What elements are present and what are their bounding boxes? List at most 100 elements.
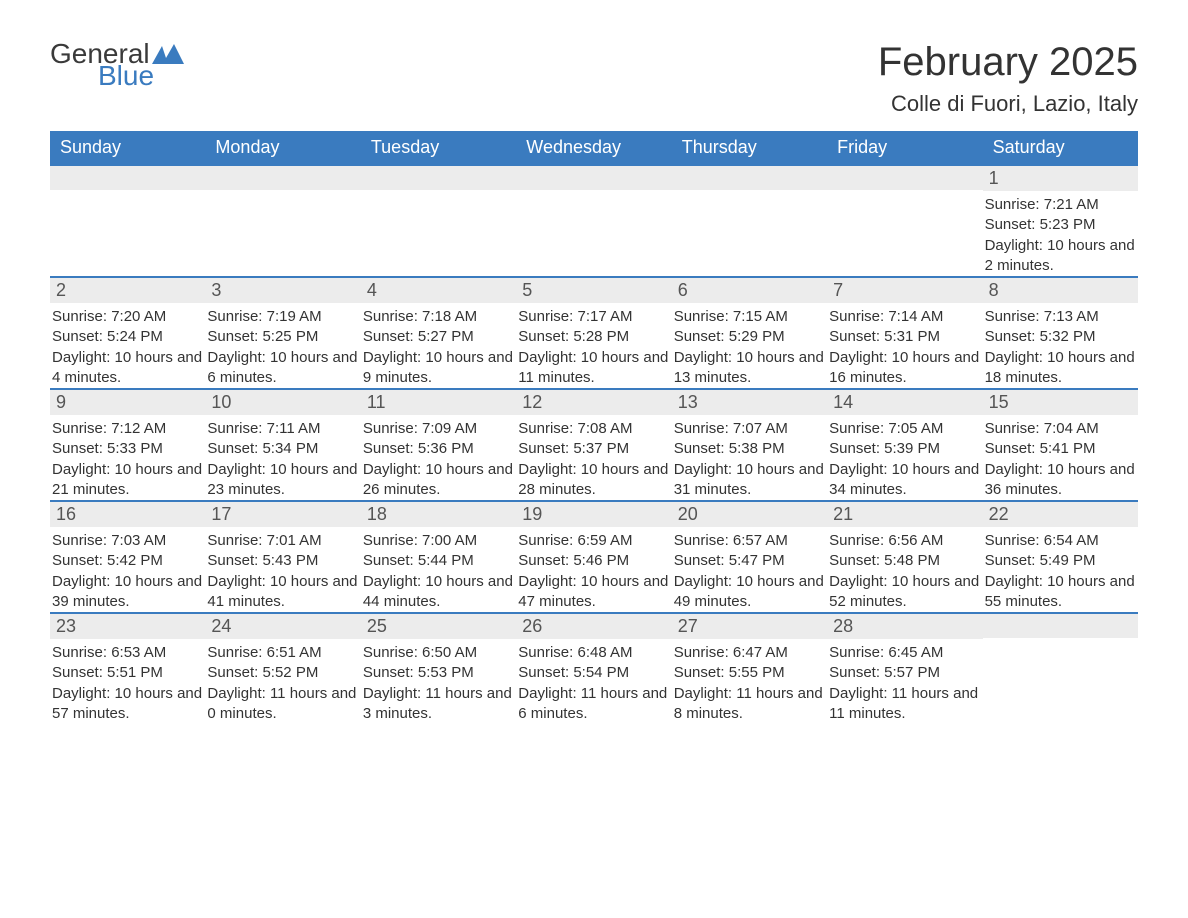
day-number: 25 bbox=[361, 612, 516, 639]
sunrise-line: Sunrise: 6:45 AM bbox=[829, 643, 980, 663]
calendar-cell: 18Sunrise: 7:00 AMSunset: 5:44 PMDayligh… bbox=[361, 500, 516, 612]
day-number: 21 bbox=[827, 500, 982, 527]
calendar-cell: 25Sunrise: 6:50 AMSunset: 5:53 PMDayligh… bbox=[361, 612, 516, 724]
day-number: 12 bbox=[516, 388, 671, 415]
sunset-line: Sunset: 5:48 PM bbox=[829, 551, 980, 571]
daylight-line: Daylight: 10 hours and 6 minutes. bbox=[207, 348, 358, 389]
sunset-line: Sunset: 5:33 PM bbox=[52, 439, 203, 459]
daylight-line: Daylight: 10 hours and 57 minutes. bbox=[52, 684, 203, 725]
sunrise-line: Sunrise: 7:04 AM bbox=[985, 419, 1136, 439]
sunrise-line: Sunrise: 6:50 AM bbox=[363, 643, 514, 663]
sunrise-line: Sunrise: 7:18 AM bbox=[363, 307, 514, 327]
calendar-cell bbox=[827, 164, 982, 276]
sunset-line: Sunset: 5:37 PM bbox=[518, 439, 669, 459]
sunset-line: Sunset: 5:31 PM bbox=[829, 327, 980, 347]
sunrise-line: Sunrise: 7:07 AM bbox=[674, 419, 825, 439]
day-number: 7 bbox=[827, 276, 982, 303]
daylight-line: Daylight: 10 hours and 39 minutes. bbox=[52, 572, 203, 613]
day-number: 28 bbox=[827, 612, 982, 639]
day-info: Sunrise: 7:07 AMSunset: 5:38 PMDaylight:… bbox=[672, 419, 827, 500]
sunset-line: Sunset: 5:53 PM bbox=[363, 663, 514, 683]
day-number: 1 bbox=[983, 164, 1138, 191]
calendar-cell: 22 Sunrise: 6:54 AMSunset: 5:49 PMDayligh… bbox=[983, 500, 1138, 612]
day-number bbox=[205, 164, 360, 190]
calendar-cell: 24Sunrise: 6:51 AMSunset: 5:52 PMDayligh… bbox=[205, 612, 360, 724]
sunset-line: Sunset: 5:42 PM bbox=[52, 551, 203, 571]
day-number: 14 bbox=[827, 388, 982, 415]
sunrise-line: Sunrise: 7:09 AM bbox=[363, 419, 514, 439]
sunset-line: Sunset: 5:38 PM bbox=[674, 439, 825, 459]
sunrise-line: Sunrise: 7:13 AM bbox=[985, 307, 1136, 327]
calendar-cell: 19Sunrise: 6:59 AMSunset: 5:46 PMDayligh… bbox=[516, 500, 671, 612]
daylight-line: Daylight: 10 hours and 4 minutes. bbox=[52, 348, 203, 389]
daylight-line: Daylight: 10 hours and 9 minutes. bbox=[363, 348, 514, 389]
sunset-line: Sunset: 5:47 PM bbox=[674, 551, 825, 571]
sunset-line: Sunset: 5:46 PM bbox=[518, 551, 669, 571]
sunrise-line: Sunrise: 7:20 AM bbox=[52, 307, 203, 327]
calendar-cell: 20 Sunrise: 6:57 AMSunset: 5:47 PMDayligh… bbox=[672, 500, 827, 612]
sunrise-line: Sunrise: 6:54 AM bbox=[985, 531, 1136, 551]
day-info: Sunrise: 6:53 AMSunset: 5:51 PMDaylight:… bbox=[50, 643, 205, 724]
day-number: 2 bbox=[50, 276, 205, 303]
sunset-line: Sunset: 5:54 PM bbox=[518, 663, 669, 683]
calendar-cell: 26Sunrise: 6:48 AMSunset: 5:54 PMDayligh… bbox=[516, 612, 671, 724]
sunset-line: Sunset: 5:49 PM bbox=[985, 551, 1136, 571]
brand-logo: General Blue bbox=[50, 40, 184, 90]
calendar-cell: 4 Sunrise: 7:18 AMSunset: 5:27 PMDaylight… bbox=[361, 276, 516, 388]
day-info: Sunrise: 7:12 AMSunset: 5:33 PMDaylight:… bbox=[50, 419, 205, 500]
day-number: 10 bbox=[205, 388, 360, 415]
sunrise-line: Sunrise: 7:01 AM bbox=[207, 531, 358, 551]
daylight-line: Daylight: 10 hours and 44 minutes. bbox=[363, 572, 514, 613]
sunrise-line: Sunrise: 7:05 AM bbox=[829, 419, 980, 439]
sunrise-line: Sunrise: 6:59 AM bbox=[518, 531, 669, 551]
calendar-cell: 21 Sunrise: 6:56 AMSunset: 5:48 PMDayligh… bbox=[827, 500, 982, 612]
calendar-cell: 17Sunrise: 7:01 AMSunset: 5:43 PMDayligh… bbox=[205, 500, 360, 612]
day-info: Sunrise: 6:57 AMSunset: 5:47 PMDaylight:… bbox=[672, 531, 827, 612]
day-info: Sunrise: 7:09 AMSunset: 5:36 PMDaylight:… bbox=[361, 419, 516, 500]
sunrise-line: Sunrise: 6:47 AM bbox=[674, 643, 825, 663]
daylight-line: Daylight: 10 hours and 34 minutes. bbox=[829, 460, 980, 501]
calendar-cell: 8Sunrise: 7:13 AMSunset: 5:32 PMDaylight… bbox=[983, 276, 1138, 388]
sunset-line: Sunset: 5:27 PM bbox=[363, 327, 514, 347]
day-info: Sunrise: 7:21 AMSunset: 5:23 PMDaylight:… bbox=[983, 195, 1138, 276]
day-number bbox=[983, 612, 1138, 638]
dayheader-sunday: Sunday bbox=[50, 131, 205, 164]
day-number: 22 bbox=[983, 500, 1138, 527]
day-info: Sunrise: 7:19 AMSunset: 5:25 PMDaylight:… bbox=[205, 307, 360, 388]
daylight-line: Daylight: 10 hours and 2 minutes. bbox=[985, 236, 1136, 277]
daylight-line: Daylight: 10 hours and 55 minutes. bbox=[985, 572, 1136, 613]
sunrise-line: Sunrise: 7:12 AM bbox=[52, 419, 203, 439]
calendar-cell: 28Sunrise: 6:45 AMSunset: 5:57 PMDayligh… bbox=[827, 612, 982, 724]
sunrise-line: Sunrise: 6:53 AM bbox=[52, 643, 203, 663]
sunrise-line: Sunrise: 7:08 AM bbox=[518, 419, 669, 439]
day-info: Sunrise: 7:04 AMSunset: 5:41 PMDaylight:… bbox=[983, 419, 1138, 500]
day-number bbox=[672, 164, 827, 190]
day-number: 8 bbox=[983, 276, 1138, 303]
calendar-cell bbox=[672, 164, 827, 276]
calendar-cell: 3Sunrise: 7:19 AMSunset: 5:25 PMDaylight… bbox=[205, 276, 360, 388]
daylight-line: Daylight: 10 hours and 36 minutes. bbox=[985, 460, 1136, 501]
day-number: 4 bbox=[361, 276, 516, 303]
dayheader-wednesday: Wednesday bbox=[516, 131, 671, 164]
calendar-cell bbox=[50, 164, 205, 276]
day-info: Sunrise: 6:56 AMSunset: 5:48 PMDaylight:… bbox=[827, 531, 982, 612]
sunset-line: Sunset: 5:55 PM bbox=[674, 663, 825, 683]
sunset-line: Sunset: 5:44 PM bbox=[363, 551, 514, 571]
day-info: Sunrise: 7:17 AMSunset: 5:28 PMDaylight:… bbox=[516, 307, 671, 388]
day-number: 16 bbox=[50, 500, 205, 527]
calendar-cell: 27Sunrise: 6:47 AMSunset: 5:55 PMDayligh… bbox=[672, 612, 827, 724]
calendar-cell: 5Sunrise: 7:17 AMSunset: 5:28 PMDaylight… bbox=[516, 276, 671, 388]
sunset-line: Sunset: 5:43 PM bbox=[207, 551, 358, 571]
day-info: Sunrise: 7:14 AMSunset: 5:31 PMDaylight:… bbox=[827, 307, 982, 388]
header: General Blue February 2025 Colle di Fuor… bbox=[50, 40, 1138, 117]
day-number: 20 bbox=[672, 500, 827, 527]
day-info: Sunrise: 6:51 AMSunset: 5:52 PMDaylight:… bbox=[205, 643, 360, 724]
sunrise-line: Sunrise: 7:03 AM bbox=[52, 531, 203, 551]
day-info: Sunrise: 6:47 AMSunset: 5:55 PMDaylight:… bbox=[672, 643, 827, 724]
sunset-line: Sunset: 5:24 PM bbox=[52, 327, 203, 347]
calendar-cell: 23Sunrise: 6:53 AMSunset: 5:51 PMDayligh… bbox=[50, 612, 205, 724]
day-number: 26 bbox=[516, 612, 671, 639]
calendar-cell: 1 Sunrise: 7:21 AMSunset: 5:23 PMDaylight… bbox=[983, 164, 1138, 276]
day-info: Sunrise: 7:03 AMSunset: 5:42 PMDaylight:… bbox=[50, 531, 205, 612]
day-info: Sunrise: 7:11 AMSunset: 5:34 PMDaylight:… bbox=[205, 419, 360, 500]
